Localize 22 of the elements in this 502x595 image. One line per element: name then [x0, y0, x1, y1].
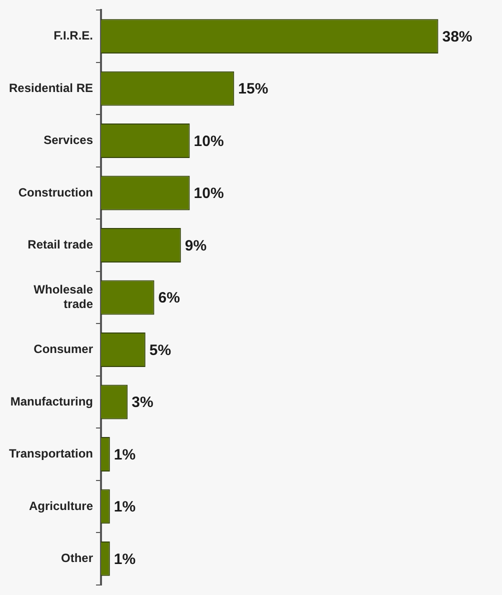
y-tick-label: Transportation — [9, 446, 94, 461]
data-label: 10% — [194, 132, 224, 150]
data-label: 3% — [132, 394, 154, 412]
y-tick-label: Other — [61, 550, 94, 565]
y-tick-label: Retail trade — [28, 238, 94, 252]
y-tick-label: Construction — [18, 185, 94, 200]
y-tick-label: Consumer — [34, 342, 94, 356]
data-label: 1% — [114, 498, 136, 516]
data-label: 1% — [114, 446, 136, 464]
data-label: 10% — [194, 185, 224, 202]
data-label: 38% — [442, 28, 472, 46]
y-tick-label: Manufacturing — [10, 394, 94, 408]
data-label: 5% — [149, 342, 172, 359]
data-label: 9% — [184, 237, 207, 254]
data-label: 6% — [158, 290, 180, 307]
data-label: 15% — [238, 80, 268, 98]
y-tick-label: F.I.R.E. — [54, 28, 94, 43]
y-tick-label: Wholesale trade — [34, 282, 94, 312]
data-label: 1% — [114, 550, 136, 568]
y-tick-label: Services — [44, 133, 94, 148]
y-tick-label: Agriculture — [29, 498, 94, 513]
y-tick-label: Residential RE — [8, 80, 94, 95]
